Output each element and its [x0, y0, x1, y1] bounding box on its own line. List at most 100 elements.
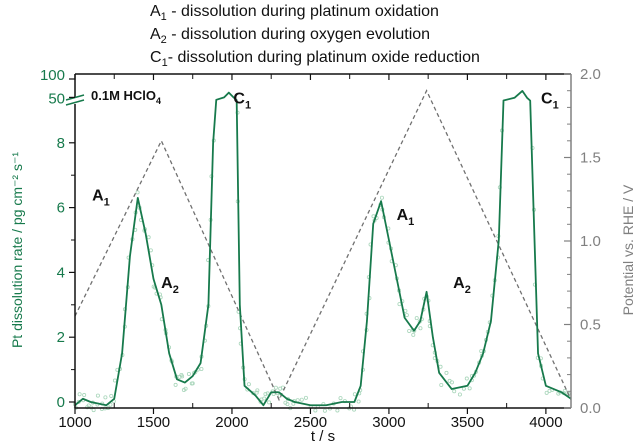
raw-data-point: [146, 235, 151, 240]
raw-data-points: [72, 110, 571, 413]
raw-data-point: [335, 408, 340, 413]
x-tick-label: 1500: [137, 414, 170, 431]
annotation-symbol: A: [453, 275, 465, 292]
potential-line: [74, 89, 572, 402]
y-tick-label: 6: [57, 200, 65, 217]
y-tick-label: 2: [57, 329, 65, 346]
annotation-c1: C1: [541, 90, 559, 111]
raw-data-point: [108, 402, 113, 407]
annotation-a1: A1: [397, 207, 415, 228]
x-tick-label: 1000: [58, 414, 91, 431]
raw-data-point: [352, 392, 357, 397]
raw-data-point: [199, 367, 204, 372]
raw-data-point: [438, 364, 443, 369]
raw-data-point: [544, 390, 549, 395]
raw-data-point: [103, 395, 108, 400]
raw-data-point: [135, 190, 140, 195]
raw-data-point: [379, 195, 384, 200]
raw-data-point: [356, 399, 361, 404]
raw-data-point: [299, 397, 304, 402]
y-tick-label: 0: [57, 394, 65, 411]
legend-line-a2: A2 - dissolution during oxygen evolution: [150, 26, 431, 46]
annotation-symbol: A: [397, 207, 409, 224]
axis-break-mark: [65, 99, 85, 106]
raw-data-point: [265, 391, 270, 396]
raw-data-point: [313, 408, 318, 413]
raw-data-point: [397, 302, 402, 307]
electrolyte-main: 0.1M HClO: [91, 88, 156, 103]
raw-data-point: [444, 370, 449, 375]
annotation-a2: A2: [453, 275, 471, 296]
x-tick-label: 3000: [372, 414, 405, 431]
annotation-symbol: A: [161, 275, 173, 292]
raw-data-point: [295, 398, 300, 403]
annotation-subscript: 1: [408, 216, 414, 228]
raw-data-point: [414, 316, 419, 321]
raw-data-point: [338, 396, 343, 401]
electrolyte-sub: 4: [156, 96, 161, 106]
y2-tick-label: 2.0: [580, 66, 601, 83]
raw-data-point: [82, 393, 87, 398]
raw-data-point: [411, 332, 416, 337]
annotation-a1: A1: [92, 188, 110, 209]
annotation-symbol: A: [92, 188, 104, 205]
raw-data-point: [112, 378, 117, 383]
annotation-symbol: C: [541, 90, 553, 107]
raw-data-point: [262, 396, 267, 401]
raw-data-point: [418, 326, 423, 331]
annotation-subscript: 2: [465, 284, 471, 296]
raw-data-point: [273, 385, 278, 390]
dissolution-rate-line: [74, 90, 572, 407]
raw-data-point: [449, 380, 454, 385]
annotation-symbol: C: [233, 90, 245, 107]
raw-data-point: [404, 313, 409, 318]
raw-data-point: [183, 386, 188, 391]
raw-data-point: [439, 382, 444, 387]
raw-data-point: [457, 392, 462, 397]
y2-axis-label: Potential vs. RHE / V: [620, 184, 636, 315]
x-tick-label: 4000: [529, 414, 562, 431]
raw-data-point: [77, 392, 82, 397]
raw-data-point: [180, 374, 185, 379]
raw-data-point: [258, 399, 263, 404]
raw-data-point: [254, 390, 259, 395]
raw-data-point: [263, 392, 268, 397]
y-tick-label: 100: [40, 67, 65, 84]
annotation-subscript: 1: [104, 197, 110, 209]
raw-data-point: [246, 382, 251, 387]
y2-tick-label: 1.0: [580, 233, 601, 250]
raw-data-point: [562, 388, 567, 393]
legend-line-c1: C1- dissolution during platinum oxide re…: [150, 49, 480, 69]
raw-data-point: [322, 408, 327, 413]
annotation-c1: C1: [233, 90, 251, 111]
electrolyte-label: 0.1M HClO4: [91, 88, 161, 106]
raw-data-point: [255, 388, 260, 393]
y2-tick-label: 0.0: [580, 400, 601, 417]
raw-data-point: [173, 382, 178, 387]
x-tick-label: 2000: [215, 414, 248, 431]
y-tick-label: 8: [57, 135, 65, 152]
raw-data-point: [407, 328, 412, 333]
raw-data-point: [109, 393, 114, 398]
x-tick-label: 3500: [451, 414, 484, 431]
raw-data-point: [91, 408, 96, 413]
annotation-subscript: 1: [553, 99, 559, 111]
raw-data-point: [464, 376, 469, 381]
y2-tick-label: 1.5: [580, 150, 601, 167]
raw-data-point: [190, 381, 195, 386]
y2-tick-label: 0.5: [580, 317, 601, 334]
annotation-subscript: 2: [173, 284, 179, 296]
annotation-a2: A2: [161, 275, 179, 296]
annotation-subscript: 1: [245, 99, 251, 111]
raw-data-point: [452, 389, 457, 394]
raw-data-point: [86, 403, 91, 408]
raw-data-point: [95, 393, 100, 398]
y-tick-label: 50: [48, 90, 65, 107]
raw-data-point: [267, 400, 272, 405]
raw-data-point: [285, 402, 290, 407]
raw-data-point: [303, 395, 308, 400]
x-axis-label: t / s: [311, 428, 335, 443]
legend-line-a1: A1 - dissolution during platinum oxidati…: [150, 3, 439, 23]
